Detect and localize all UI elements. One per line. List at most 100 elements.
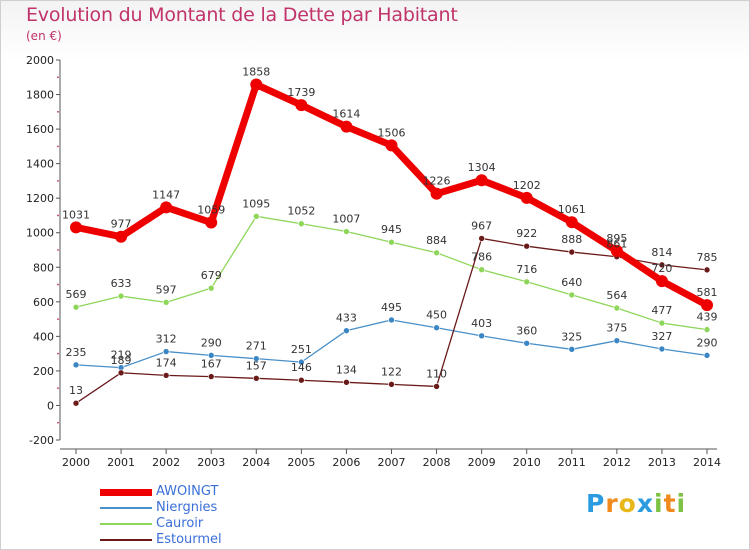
y-tick-label: 200: [33, 365, 54, 378]
data-label-estourmel: 785: [697, 251, 718, 264]
data-point-niergnies: [568, 346, 576, 353]
data-label-cauroir: 439: [697, 311, 718, 324]
x-tick-label: 2001: [107, 456, 135, 469]
data-point-niergnies: [207, 352, 215, 359]
data-label-awoingt: 1059: [197, 204, 225, 217]
data-label-estourmel: 861: [606, 238, 627, 251]
legend-swatch: [100, 523, 152, 525]
data-point-cauroir: [388, 238, 395, 246]
y-tick-label: 1800: [26, 89, 54, 102]
data-point-estourmel: [343, 379, 350, 386]
x-tick-label: 2005: [287, 456, 315, 469]
data-point-niergnies: [523, 339, 531, 347]
legend-swatch: [100, 507, 152, 509]
y-tick-label: -200: [29, 434, 54, 447]
y-tick-label: 1000: [26, 227, 54, 240]
data-point-awoingt: [475, 174, 488, 187]
data-label-niergnies: 312: [156, 333, 177, 346]
data-label-cauroir: 569: [66, 288, 87, 301]
data-point-cauroir: [658, 319, 666, 327]
data-point-cauroir: [613, 304, 621, 312]
data-point-cauroir: [72, 303, 80, 311]
data-label-cauroir: 633: [111, 277, 132, 290]
data-label-cauroir: 716: [516, 263, 537, 276]
data-point-awoingt: [610, 244, 623, 257]
data-label-awoingt: 1147: [152, 188, 180, 201]
data-point-awoingt: [160, 201, 173, 214]
data-point-cauroir: [343, 228, 350, 235]
y-tick-label: 600: [33, 296, 54, 309]
data-label-niergnies: 495: [381, 301, 402, 314]
data-label-awoingt: 1061: [558, 203, 586, 216]
data-label-estourmel: 814: [651, 246, 672, 259]
data-label-niergnies: 290: [201, 336, 222, 349]
data-label-estourmel: 134: [336, 363, 357, 376]
legend-label: Cauroir: [156, 516, 204, 531]
y-minor-tick: [57, 387, 59, 390]
data-point-estourmel: [72, 399, 80, 407]
x-tick-label: 2003: [197, 456, 225, 469]
data-point-cauroir: [478, 266, 485, 273]
legend-label: AWOINGT: [156, 484, 219, 499]
data-label-estourmel: 967: [471, 219, 492, 232]
y-tick-label: 0: [47, 399, 54, 412]
data-point-awoingt: [655, 275, 668, 288]
data-label-niergnies: 235: [66, 346, 87, 359]
data-point-estourmel: [162, 372, 170, 379]
y-minor-tick: [57, 145, 59, 148]
data-point-estourmel: [568, 248, 576, 256]
data-point-cauroir: [703, 326, 711, 333]
x-tick-label: 2000: [62, 456, 90, 469]
data-point-cauroir: [162, 299, 170, 306]
x-tick-label: 2010: [513, 456, 541, 469]
y-tick-label: 1200: [26, 192, 54, 205]
data-label-estourmel: 13: [69, 384, 83, 397]
x-tick-label: 2007: [378, 456, 406, 469]
y-minor-tick: [57, 421, 59, 424]
data-label-awoingt: 1304: [468, 161, 496, 174]
data-label-niergnies: 450: [426, 309, 447, 322]
y-minor-tick: [57, 283, 59, 286]
data-point-awoingt: [295, 99, 308, 112]
data-label-cauroir: 679: [201, 269, 222, 282]
data-label-cauroir: 477: [651, 304, 672, 317]
data-label-niergnies: 403: [471, 317, 492, 330]
data-point-awoingt: [340, 120, 353, 133]
chart-subtitle: (en €): [26, 29, 62, 43]
data-label-niergnies: 325: [561, 330, 582, 343]
data-label-estourmel: 157: [246, 359, 267, 372]
data-point-awoingt: [70, 221, 82, 234]
data-point-niergnies: [613, 337, 621, 344]
y-minor-tick: [57, 180, 59, 182]
legend-swatch: [100, 539, 152, 541]
x-tick-label: 2014: [693, 456, 721, 469]
data-label-cauroir: 597: [156, 283, 177, 296]
data-point-cauroir: [207, 284, 215, 292]
data-point-niergnies: [388, 316, 395, 324]
data-label-cauroir: 945: [381, 223, 402, 236]
y-tick-label: 400: [33, 330, 54, 343]
data-label-estourmel: 174: [156, 356, 177, 369]
x-tick-label: 2004: [242, 456, 270, 469]
data-label-niergnies: 433: [336, 312, 357, 325]
data-point-estourmel: [478, 235, 485, 242]
data-point-estourmel: [207, 373, 215, 380]
x-tick-label: 2011: [558, 456, 586, 469]
data-label-awoingt: 895: [606, 232, 627, 245]
data-label-cauroir: 640: [561, 276, 582, 289]
y-minor-tick: [57, 352, 59, 355]
data-point-estourmel: [117, 369, 125, 377]
data-label-estourmel: 189: [111, 354, 132, 367]
data-point-niergnies: [658, 345, 666, 353]
chart-title: Evolution du Montant de la Dette par Hab…: [26, 4, 458, 26]
x-tick-label: 2013: [648, 456, 676, 469]
data-label-awoingt: 1031: [62, 208, 90, 221]
data-point-estourmel: [658, 261, 666, 269]
data-label-cauroir: 1095: [242, 197, 270, 210]
data-point-estourmel: [703, 266, 711, 274]
data-point-cauroir: [523, 278, 531, 286]
data-point-niergnies: [72, 361, 80, 369]
data-label-niergnies: 290: [697, 336, 718, 349]
data-label-awoingt: 1506: [378, 126, 406, 139]
